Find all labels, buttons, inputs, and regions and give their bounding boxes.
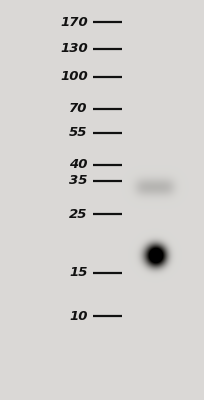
Text: 40: 40: [69, 158, 88, 171]
Text: 25: 25: [69, 208, 88, 220]
Text: 100: 100: [60, 70, 88, 83]
Text: 35: 35: [69, 174, 88, 187]
Text: 15: 15: [69, 266, 88, 279]
Text: 55: 55: [69, 126, 88, 139]
Text: 130: 130: [60, 42, 88, 55]
Text: 170: 170: [60, 16, 88, 28]
Text: 70: 70: [69, 102, 88, 115]
Text: 10: 10: [69, 310, 88, 322]
